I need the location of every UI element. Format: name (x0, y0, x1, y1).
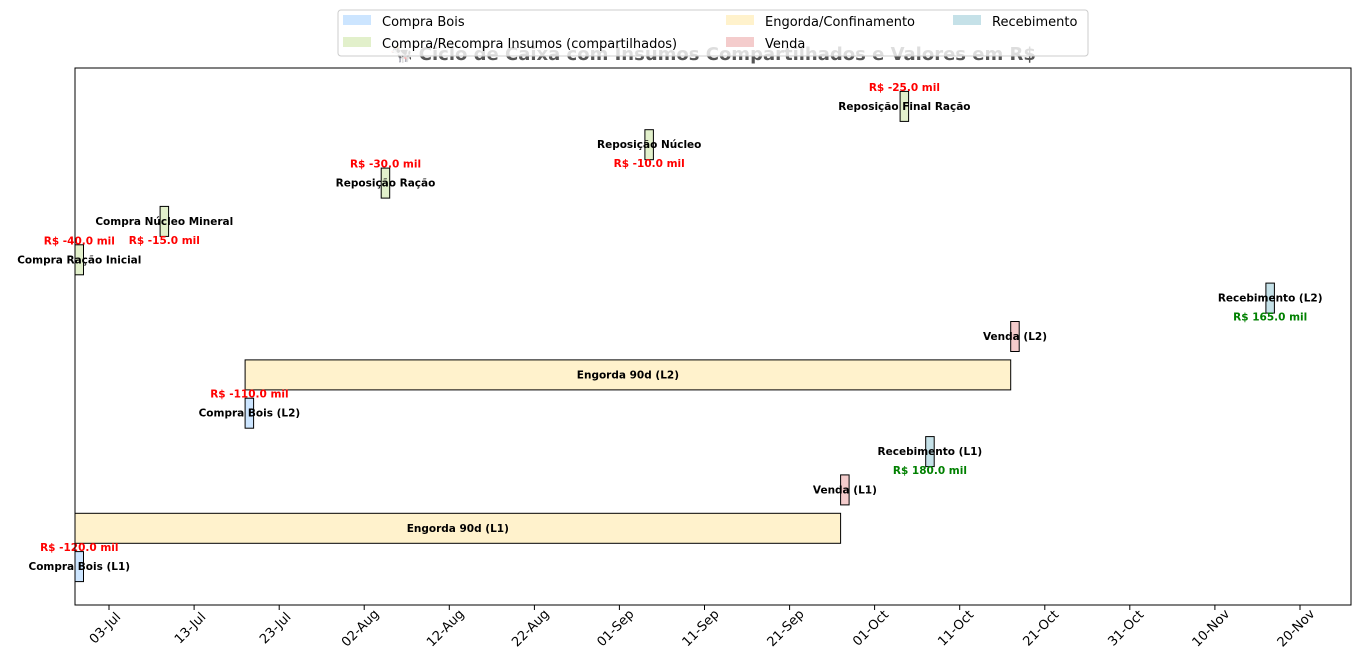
task-label-compra-racao-inicial: Compra Ração Inicial (17, 254, 141, 266)
task-label-engorda-90d-l2: Engorda 90d (L2) (577, 369, 679, 381)
task-label-recebimento-l2: Recebimento (L2) (1218, 293, 1323, 305)
x-tick-label: 10-Nov (1190, 607, 1234, 651)
task-bar-recebimento-l1 (925, 436, 935, 468)
task-bar-venda-l1 (840, 474, 850, 506)
task-bar-compra-nucleo-mineral (159, 205, 170, 237)
task-label-venda-l1: Venda (L1) (813, 484, 877, 496)
task-label-reposicao-final-racao: Reposição Final Ração (838, 101, 970, 113)
task-bar-engorda-90d-l1 (74, 512, 842, 544)
task-bar-reposicao-final-racao (899, 90, 910, 122)
legend-label-recebimento: Recebimento (992, 15, 1077, 30)
x-tick-label: 21-Sep (765, 607, 808, 650)
task-value-reposicao-racao: R$ -30.0 mil (350, 159, 421, 171)
x-tick-label: 20-Nov (1275, 607, 1319, 651)
task-value-reposicao-final-racao: R$ -25.0 mil (869, 82, 940, 94)
task-value-compra-bois-l1: R$ -120.0 mil (40, 542, 118, 554)
legend-swatch-compra-bois (343, 15, 371, 25)
x-tick-label: 13-Jul (172, 610, 209, 647)
legend-frame (337, 9, 1089, 57)
x-axis: 03-Jul 13-Jul 23-Jul 02-Aug 12-Aug 22-Aug 01-S… (87, 605, 1319, 650)
task-label-engorda-90d-l1: Engorda 90d (L1) (407, 523, 509, 535)
task-value-compra-racao-inicial: R$ -40.0 mil (44, 235, 115, 247)
legend-swatch-venda (726, 37, 754, 47)
x-tick-label: 01-Oct (850, 608, 892, 650)
x-tick-label: 02-Aug (339, 607, 382, 650)
task-bar-reposicao-nucleo (644, 129, 654, 161)
task-value-recebimento-l1: R$ 180.0 mil (893, 465, 967, 477)
task-bar-engorda-90d-l2 (244, 359, 1012, 391)
legend-label-compra-recompra-insumos-compartilhados: Compra/Recompra Insumos (compartilhados) (382, 37, 677, 52)
legend: Compra Bois Compra/Recompra Insumos (comp… (337, 9, 1089, 57)
plot-frame (74, 67, 1352, 606)
legend-swatch-compra-recompra-insumos-compartilhados (343, 37, 371, 47)
task-label-compra-nucleo-mineral: Compra Núcleo Mineral (95, 216, 233, 228)
legend-label-venda: Venda (765, 37, 805, 52)
legend-swatch-recebimento (953, 15, 981, 25)
task-bar-compra-bois-l2 (244, 397, 255, 429)
x-tick-label: 03-Jul (87, 610, 124, 647)
x-tick-label: 01-Sep (594, 607, 637, 650)
task-label-recebimento-l1: Recebimento (L1) (878, 446, 983, 458)
legend-label-compra-bois: Compra Bois (382, 15, 465, 30)
legend-label-engorda-confinamento: Engorda/Confinamento (765, 15, 915, 30)
x-tick-label: 31-Oct (1105, 608, 1147, 650)
bars-layer (74, 90, 1275, 583)
task-value-reposicao-nucleo: R$ -10.0 mil (614, 158, 685, 170)
x-tick-label: 22-Aug (509, 607, 552, 650)
task-bar-venda-l2 (1010, 321, 1020, 352)
x-tick-label: 12-Aug (424, 607, 467, 650)
task-value-compra-bois-l2: R$ -110.0 mil (210, 389, 288, 401)
task-label-venda-l2: Venda (L2) (983, 331, 1047, 343)
labels-layer: Compra Bois (L1) R$ -120.0 mil Engorda 90d… (17, 82, 1322, 573)
task-label-reposicao-racao: Reposição Ração (336, 178, 436, 190)
legend-swatch-engorda-confinamento (726, 15, 754, 25)
task-label-compra-bois-l2: Compra Bois (L2) (199, 408, 301, 420)
task-value-recebimento-l2: R$ 165.0 mil (1233, 312, 1307, 324)
task-label-compra-bois-l1: Compra Bois (L1) (28, 561, 130, 573)
x-tick-label: 11-Oct (935, 608, 977, 650)
legend-items: Compra Bois Compra/Recompra Insumos (comp… (343, 15, 1077, 52)
x-tick-label: 23-Jul (257, 610, 294, 647)
task-bar-recebimento-l2 (1265, 282, 1275, 314)
task-bar-reposicao-racao (380, 167, 391, 199)
task-label-reposicao-nucleo: Reposição Núcleo (597, 139, 701, 151)
task-value-compra-nucleo-mineral: R$ -15.0 mil (129, 235, 200, 247)
x-tick-label: 21-Oct (1020, 608, 1062, 650)
x-tick-label: 11-Sep (680, 607, 723, 650)
